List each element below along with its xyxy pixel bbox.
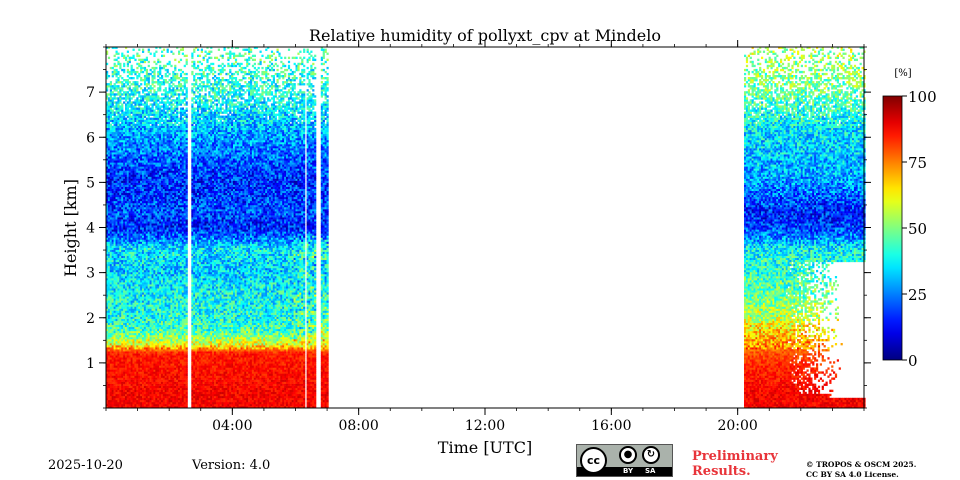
y-axis-label: Height [km] xyxy=(61,179,80,277)
humidity-heatmap xyxy=(106,47,866,409)
y-tick-label: 3 xyxy=(86,266,95,282)
copyright-line-1: © TROPOS & OSCM 2025. xyxy=(806,460,916,470)
x-tick-label: 12:00 xyxy=(465,418,505,434)
chart-title: Relative humidity of pollyxt_cpv at Mind… xyxy=(309,26,661,45)
badge-by-label: BY xyxy=(623,467,633,476)
colorbar-tick-label: 0 xyxy=(908,352,918,370)
cc-icon: cc xyxy=(580,447,607,474)
date-label: 2025-10-20 xyxy=(48,458,123,473)
share-alike-icon: ↻ xyxy=(642,446,660,464)
cc-license-badge: cc ● ↻ BY SA xyxy=(576,444,673,477)
x-tick-label: 04:00 xyxy=(212,418,252,434)
y-tick-label: 4 xyxy=(86,221,95,237)
y-tick-label: 5 xyxy=(86,175,95,191)
preliminary-line-2: Results. xyxy=(692,464,778,479)
preliminary-line-1: Preliminary xyxy=(692,449,778,464)
colorbar-tick-label: 100 xyxy=(908,88,937,106)
version-label: Version: 4.0 xyxy=(192,458,270,473)
colorbar-gradient xyxy=(883,96,902,360)
colorbar-tick-label: 50 xyxy=(908,220,927,238)
colorbar-tick-label: 75 xyxy=(908,154,927,172)
y-tick-label: 2 xyxy=(86,311,95,327)
x-tick-label: 20:00 xyxy=(717,418,757,434)
colorbar-tick-label: 25 xyxy=(908,286,927,304)
preliminary-results-label: Preliminary Results. xyxy=(692,449,778,479)
copyright-line-2: CC BY SA 4.0 License. xyxy=(806,470,916,480)
y-tick-label: 7 xyxy=(86,85,95,101)
colorbar: 0 25 50 75 100 xyxy=(883,88,937,370)
badge-sa-label: SA xyxy=(645,467,655,476)
x-tick-label: 08:00 xyxy=(338,418,378,434)
y-tick-label: 6 xyxy=(86,130,95,146)
colorbar-unit: [%] xyxy=(894,68,911,79)
x-axis-label: Time [UTC] xyxy=(438,438,532,457)
y-tick-label: 1 xyxy=(86,356,95,372)
x-tick-label: 16:00 xyxy=(591,418,631,434)
attribution-icon: ● xyxy=(619,446,637,464)
copyright-label: © TROPOS & OSCM 2025. CC BY SA 4.0 Licen… xyxy=(806,460,916,480)
